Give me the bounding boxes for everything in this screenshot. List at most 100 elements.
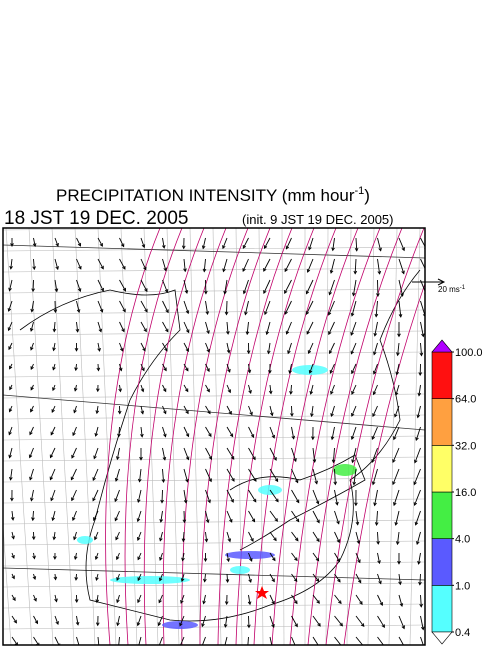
- wind-arrow: [9, 279, 13, 291]
- wind-arrowhead: [183, 268, 187, 273]
- wind-arrow: [30, 342, 34, 350]
- wind-arrowhead: [229, 433, 234, 438]
- wind-arrowhead: [330, 436, 335, 441]
- wind-arrowhead: [415, 437, 419, 441]
- wind-arrowhead: [351, 413, 355, 417]
- wind-arrowhead: [294, 557, 298, 562]
- wind-arrow: [140, 300, 148, 313]
- wind-arrow: [54, 594, 58, 602]
- wind-arrow: [74, 384, 77, 391]
- wind-arrow: [119, 363, 122, 371]
- wind-arrowhead: [181, 245, 186, 250]
- wind-arrow: [290, 384, 292, 394]
- wind-arrow: [371, 447, 378, 463]
- wind-arrow: [97, 300, 103, 313]
- contour: [217, 228, 293, 645]
- wind-arrowhead: [54, 288, 59, 293]
- wind-arrowhead: [378, 247, 382, 252]
- wind-arrowhead: [310, 413, 314, 418]
- wind-arrow: [53, 342, 56, 351]
- wind-arrowhead: [165, 328, 169, 333]
- wind-arrow: [11, 594, 16, 601]
- graticule: [28, 228, 54, 645]
- wind-arrow: [50, 447, 56, 458]
- wind-arrowhead: [28, 454, 33, 459]
- wind-arrowhead: [305, 290, 310, 295]
- contour: [253, 228, 337, 645]
- wind-scale: 20 ms-1: [412, 278, 466, 294]
- wind-arrowhead: [201, 245, 206, 250]
- wind-arrow: [243, 279, 249, 294]
- wind-arrow: [162, 300, 169, 313]
- wind-arrow: [397, 342, 400, 356]
- wind-arrowhead: [95, 410, 100, 415]
- wind-arrowhead: [32, 555, 36, 560]
- wind-arrow: [226, 447, 235, 460]
- colorbar: 0.4 1.0 4.0 16.0 32.0 64.0 100.0: [431, 339, 483, 645]
- wind-arrowhead: [419, 352, 424, 357]
- wind-arrowhead: [160, 499, 164, 504]
- wind-arrowhead: [373, 332, 378, 337]
- wind-arrow: [355, 552, 361, 563]
- wind-arrow: [263, 258, 271, 272]
- wind-arrow: [334, 594, 342, 604]
- wind-arrow: [331, 426, 335, 440]
- wind-arrow: [226, 510, 233, 523]
- wind-arrow: [31, 300, 34, 312]
- wind-arrow: [269, 447, 277, 461]
- wind-arrowhead: [271, 434, 276, 439]
- wind-arrow: [205, 447, 212, 460]
- wind-arrowhead: [336, 558, 341, 563]
- wind-arrow: [248, 531, 254, 542]
- wind-arrow: [118, 426, 120, 437]
- wind-arrow: [311, 405, 314, 417]
- wind-arrowhead: [394, 391, 399, 396]
- wind-arrowhead: [206, 388, 210, 393]
- wind-arrowhead: [265, 331, 270, 336]
- contour: [271, 228, 359, 645]
- wind-arrow: [291, 594, 298, 604]
- wind-arrow: [291, 552, 298, 561]
- wind-arrow: [372, 468, 378, 485]
- wind-arrowhead: [394, 521, 399, 526]
- wind-arrow: [11, 636, 18, 645]
- wind-arrow: [248, 363, 251, 373]
- wind-arrow: [396, 363, 400, 375]
- wind-arrowhead: [374, 313, 379, 318]
- wind-arrowhead: [158, 645, 161, 648]
- colorbar-under: [431, 631, 453, 645]
- graticule: [3, 309, 425, 315]
- wind-arrow: [418, 552, 421, 564]
- wind-arrow: [291, 615, 298, 627]
- wind-arrow: [394, 405, 400, 417]
- wind-arrow: [291, 468, 299, 483]
- wind-arrow: [205, 300, 209, 315]
- wind-arrowhead: [294, 623, 298, 628]
- wind-arrowhead: [184, 388, 189, 393]
- wind-arrowhead: [137, 478, 142, 483]
- wind-arrow: [289, 363, 292, 374]
- wind-arrowhead: [202, 600, 206, 605]
- colorbar-label: 32.0: [455, 440, 476, 452]
- wind-arrow: [291, 636, 296, 645]
- wind-arrow: [97, 342, 101, 352]
- wind-arrow: [224, 279, 228, 294]
- wind-arrowhead: [371, 436, 375, 440]
- wind-arrow: [242, 237, 249, 249]
- wind-arrowhead: [182, 519, 187, 524]
- wind-arrow: [52, 363, 56, 370]
- graticule: [3, 498, 425, 504]
- wind-arrowhead: [144, 308, 148, 313]
- wind-arrowhead: [416, 541, 420, 546]
- graticule: [3, 521, 12, 645]
- wind-arrow: [9, 447, 13, 458]
- wind-arrowhead: [201, 623, 205, 628]
- wind-arrowhead: [185, 348, 189, 353]
- wind-arrow: [415, 426, 421, 441]
- wind-arrow: [8, 426, 13, 435]
- wind-arrowhead: [223, 647, 226, 650]
- wind-arrowhead: [268, 390, 273, 395]
- wind-arrowhead: [396, 352, 400, 357]
- wind-arrowhead: [377, 560, 381, 565]
- wind-arrowhead: [180, 599, 184, 604]
